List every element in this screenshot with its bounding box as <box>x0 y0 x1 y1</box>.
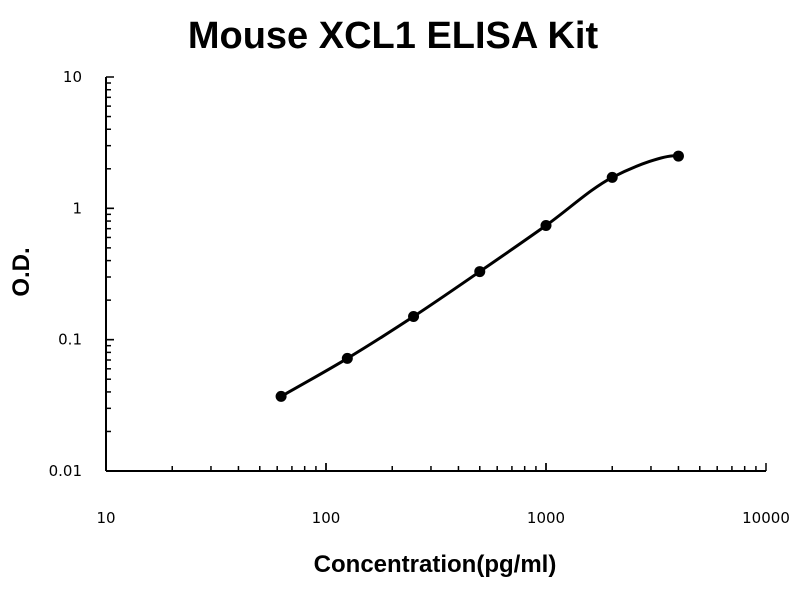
y-tick-label: 1 <box>72 199 82 217</box>
data-point <box>606 171 618 183</box>
y-tick-label: 0.1 <box>58 331 82 349</box>
data-point <box>275 390 287 402</box>
axes <box>105 76 767 472</box>
x-tick-label: 10 <box>96 509 115 527</box>
chart-title: Mouse XCL1 ELISA Kit <box>188 15 599 57</box>
data-point <box>540 220 552 232</box>
tick-labels: 10 100 1000 10000 10 1 0.1 0.01 <box>49 68 790 527</box>
x-tick-label: 1000 <box>527 509 565 527</box>
x-tick-label: 10000 <box>742 509 790 527</box>
x-axis-label: Concentration(pg/ml) <box>314 551 557 578</box>
y-tick-label: 10 <box>63 68 82 86</box>
x-tick-label: 100 <box>312 509 341 527</box>
y-axis-label: O.D. <box>8 247 35 296</box>
data-point <box>474 266 486 278</box>
y-tick-label: 0.01 <box>49 462 82 480</box>
data-point <box>408 311 420 323</box>
data-point <box>341 352 353 364</box>
data-point <box>672 150 684 162</box>
plot-area <box>275 150 684 402</box>
